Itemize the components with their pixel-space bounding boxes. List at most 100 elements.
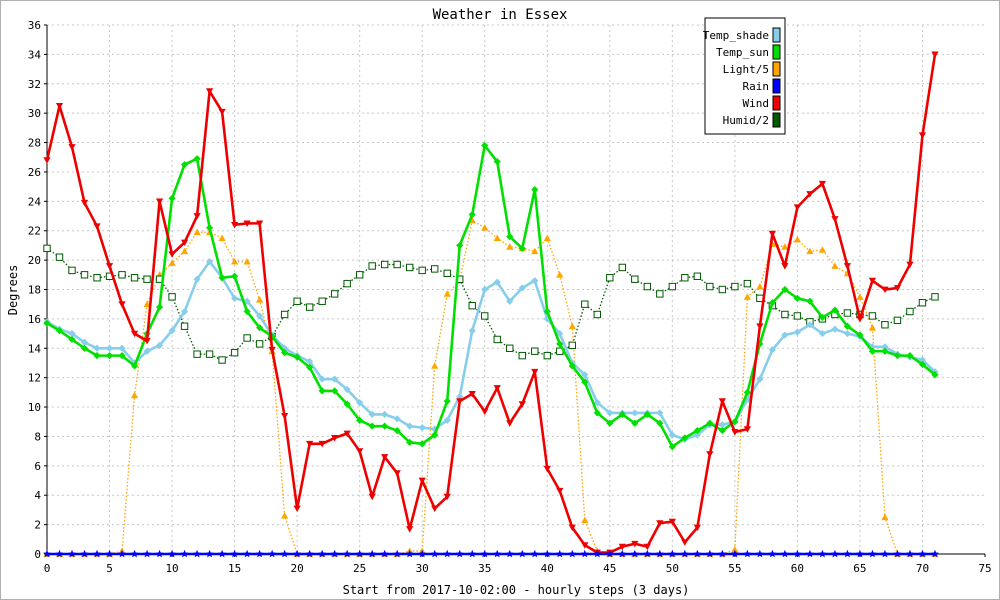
data-point-temp-shade — [118, 344, 126, 352]
data-point-rain — [493, 549, 502, 558]
data-point-temp-sun — [793, 294, 801, 302]
data-point-temp-shade — [143, 347, 151, 355]
data-point-wind — [518, 401, 526, 408]
x-tick-label: 60 — [791, 562, 804, 575]
data-point-temp-sun — [281, 349, 289, 357]
x-tick-label: 40 — [541, 562, 554, 575]
legend-label-temp-sun: Temp_sun — [716, 46, 769, 59]
data-point-rain — [143, 549, 152, 558]
data-point-humid-2 — [506, 344, 514, 352]
data-point-temp-shade — [468, 327, 476, 335]
data-point-rain — [693, 549, 702, 558]
data-point-temp-sun — [155, 303, 164, 311]
x-tick-label: 20 — [291, 562, 304, 575]
data-point-temp-shade — [256, 312, 264, 320]
data-point-rain — [155, 549, 164, 558]
y-tick-label: 0 — [34, 548, 41, 561]
data-point-wind — [243, 220, 251, 227]
data-point-humid-2 — [906, 307, 914, 316]
data-point-temp-shade — [331, 375, 339, 383]
data-point-humid-2 — [230, 348, 239, 357]
data-point-rain — [393, 549, 402, 558]
data-point-light-5 — [731, 545, 739, 553]
data-point-wind — [906, 261, 914, 269]
data-point-humid-2 — [668, 282, 677, 291]
data-point-wind — [693, 524, 701, 532]
data-point-wind — [743, 426, 751, 433]
data-point-wind — [731, 429, 739, 436]
data-point-light-5 — [831, 262, 839, 269]
data-point-humid-2 — [643, 282, 652, 291]
data-point-temp-sun — [356, 416, 364, 424]
data-point-wind — [493, 385, 501, 392]
data-point-rain — [668, 549, 677, 558]
data-point-temp-sun — [818, 313, 827, 322]
data-point-wind — [918, 132, 927, 139]
data-point-humid-2 — [543, 351, 551, 360]
data-point-wind — [793, 204, 801, 211]
data-point-humid-2 — [418, 266, 426, 275]
data-point-wind — [80, 199, 89, 207]
legend-swatch-humid-2 — [772, 112, 781, 128]
x-axis-label: Start from 2017-10-02:00 - hourly steps … — [343, 583, 690, 597]
data-point-rain — [680, 549, 689, 558]
data-point-humid-2 — [656, 290, 664, 298]
data-point-wind — [868, 277, 877, 285]
data-point-temp-sun — [55, 327, 64, 335]
data-point-temp-shade — [318, 375, 326, 383]
data-point-temp-shade — [881, 343, 889, 351]
data-point-wind — [406, 526, 414, 533]
data-point-temp-shade — [155, 341, 164, 349]
data-point-temp-shade — [718, 421, 726, 429]
data-point-wind — [381, 454, 389, 461]
data-point-light-5 — [168, 259, 176, 266]
data-point-wind — [456, 398, 464, 405]
data-point-humid-2 — [493, 335, 501, 344]
series-temp-sun — [43, 141, 939, 451]
data-point-humid-2 — [881, 321, 889, 329]
y-tick-label: 2 — [34, 519, 41, 532]
data-point-wind — [506, 420, 514, 427]
data-point-humid-2 — [843, 309, 852, 317]
data-point-wind — [806, 191, 814, 198]
data-point-humid-2 — [531, 347, 539, 355]
data-point-humid-2 — [118, 271, 126, 279]
data-point-rain — [755, 549, 764, 558]
data-point-temp-sun — [831, 306, 839, 314]
data-point-rain — [305, 549, 314, 558]
data-point-temp-shade — [868, 343, 877, 351]
data-point-light-5 — [568, 322, 576, 330]
data-point-humid-2 — [481, 312, 489, 320]
data-point-humid-2 — [393, 260, 401, 269]
data-point-humid-2 — [93, 274, 101, 282]
data-point-temp-shade — [180, 307, 189, 316]
x-tick-label: 35 — [478, 562, 491, 575]
data-point-humid-2 — [693, 272, 702, 280]
data-point-temp-sun — [868, 347, 877, 355]
data-point-wind — [93, 223, 101, 230]
data-point-temp-sun — [293, 353, 301, 361]
data-point-temp-sun — [43, 319, 51, 327]
data-point-wind — [468, 390, 476, 398]
y-tick-label: 32 — [28, 78, 41, 91]
data-point-wind — [668, 518, 676, 526]
data-point-rain — [555, 549, 564, 558]
data-point-temp-sun — [318, 387, 326, 395]
data-point-humid-2 — [168, 293, 176, 301]
x-tick-label: 70 — [916, 562, 929, 575]
data-point-rain — [130, 549, 139, 558]
x-tick-label: 25 — [353, 562, 366, 575]
data-point-temp-sun — [343, 400, 351, 408]
data-point-rain — [718, 549, 727, 558]
data-point-rain — [418, 549, 427, 558]
legend-label-light-5: Light/5 — [723, 63, 769, 76]
data-point-temp-sun — [493, 158, 501, 166]
data-point-light-5 — [281, 512, 289, 519]
data-point-rain — [268, 549, 277, 558]
data-point-temp-sun — [456, 241, 464, 250]
data-point-temp-sun — [80, 344, 89, 352]
y-axis-label: Degrees — [6, 265, 20, 316]
y-tick-label: 34 — [28, 48, 42, 61]
data-point-temp-sun — [656, 419, 664, 427]
